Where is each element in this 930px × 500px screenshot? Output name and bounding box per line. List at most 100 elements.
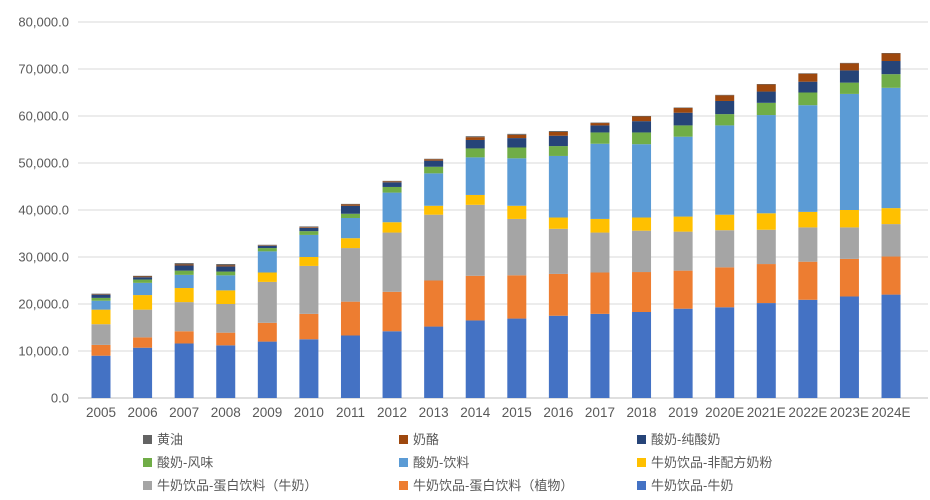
bar-segment	[382, 181, 402, 183]
bar-segment	[465, 137, 485, 140]
bar-segment	[548, 155, 568, 218]
bar-segment	[91, 324, 111, 345]
bar-segment	[798, 73, 818, 82]
bar-segment	[839, 93, 859, 210]
bar-stack	[91, 293, 111, 398]
legend-marker	[399, 458, 408, 467]
bar-segment	[299, 265, 319, 314]
bar-segment	[798, 261, 818, 300]
bar-segment	[715, 267, 735, 308]
bar-stack	[465, 136, 485, 398]
bar-segment	[91, 300, 111, 310]
legend-label: 牛奶饮品-蛋白饮料（植物）	[413, 478, 574, 493]
bar-segment	[590, 123, 610, 126]
bar-segment	[465, 157, 485, 195]
x-axis-tick-label: 2018	[627, 405, 657, 420]
bar-segment	[881, 61, 901, 75]
bar-segment	[133, 277, 153, 280]
bar-stack	[798, 73, 818, 398]
x-axis-tick-label: 2022E	[788, 405, 827, 420]
x-axis-tick-label: 2023E	[830, 405, 869, 420]
bar-segment	[756, 84, 776, 92]
bar-stack	[424, 158, 444, 398]
bar-segment	[133, 276, 153, 278]
bar-segment	[632, 116, 652, 117]
bar-segment	[382, 192, 402, 223]
bar-segment	[881, 224, 901, 257]
bar-segment	[839, 296, 859, 398]
bar-segment	[424, 173, 444, 206]
legend-label: 酸奶-纯酸奶	[651, 432, 721, 447]
bar-segment	[257, 272, 277, 282]
bar-stack	[507, 133, 527, 398]
bar-stack	[257, 244, 277, 398]
bar-segment	[382, 182, 402, 187]
bar-segment	[382, 331, 402, 398]
bar-segment	[756, 115, 776, 214]
bar-segment	[673, 231, 693, 271]
bar-stack	[133, 275, 153, 398]
bar-segment	[715, 100, 735, 115]
x-axis-tick-label: 2010	[294, 405, 324, 420]
bar-segment	[340, 205, 360, 214]
bar-segment	[174, 263, 194, 265]
bar-segment	[715, 307, 735, 398]
bar-segment	[590, 143, 610, 219]
bar-segment	[340, 204, 360, 206]
bar-segment	[590, 122, 610, 124]
bar-segment	[424, 166, 444, 174]
x-axis-tick-label: 2019	[668, 405, 698, 420]
legend-item: 牛奶饮品-非配方奶粉	[637, 453, 920, 472]
legend-marker	[637, 481, 646, 490]
bar-segment	[299, 313, 319, 340]
bar-segment	[424, 205, 444, 215]
legend-marker	[637, 458, 646, 467]
bar-stack	[548, 131, 568, 398]
bar-segment	[507, 133, 527, 135]
bar-segment	[340, 203, 360, 205]
bar-segment	[91, 355, 111, 398]
bar-segment	[133, 279, 153, 283]
bar-segment	[881, 208, 901, 225]
bar-segment	[548, 131, 568, 136]
bar-segment	[216, 266, 236, 272]
bar-segment	[299, 257, 319, 266]
bar-segment	[548, 135, 568, 147]
legend-label: 黄油	[157, 432, 184, 447]
x-axis-tick-label: 2008	[211, 405, 241, 420]
x-axis-tick-label: 2024E	[871, 405, 910, 420]
bar-segment	[548, 228, 568, 274]
y-axis-tick-label: 30,000.0	[18, 250, 69, 265]
bar-segment	[340, 335, 360, 398]
bar-segment	[548, 273, 568, 316]
bar-segment	[673, 112, 693, 126]
bar-segment	[382, 232, 402, 292]
bar-segment	[715, 125, 735, 215]
bar-segment	[881, 74, 901, 88]
bar-stack	[632, 116, 652, 398]
bar-segment	[756, 91, 776, 103]
bar-segment	[174, 270, 194, 275]
bar-segment	[299, 234, 319, 257]
x-axis-tick-label: 2017	[585, 405, 615, 420]
legend-label: 奶酪	[413, 432, 440, 447]
bar-segment	[382, 291, 402, 332]
legend-marker	[637, 435, 646, 444]
legend-item: 牛奶饮品-牛奶	[637, 476, 920, 495]
bar-segment	[507, 158, 527, 206]
y-axis-tick-label: 60,000.0	[18, 109, 69, 124]
legend-marker	[143, 435, 152, 444]
bar-segment	[133, 309, 153, 338]
bar-segment	[507, 318, 527, 398]
legend-item: 酸奶-饮料	[399, 453, 637, 472]
legend-item: 黄油	[143, 430, 399, 449]
legend-item: 酸奶-风味	[143, 453, 399, 472]
bar-stack	[881, 53, 901, 398]
bar-segment	[756, 84, 776, 85]
bar-segment	[881, 294, 901, 398]
bar-segment	[632, 230, 652, 273]
y-axis-tick-label: 80,000.0	[18, 15, 69, 30]
bar-segment	[424, 158, 444, 160]
bar-segment	[257, 251, 277, 273]
bar-segment	[340, 217, 360, 239]
